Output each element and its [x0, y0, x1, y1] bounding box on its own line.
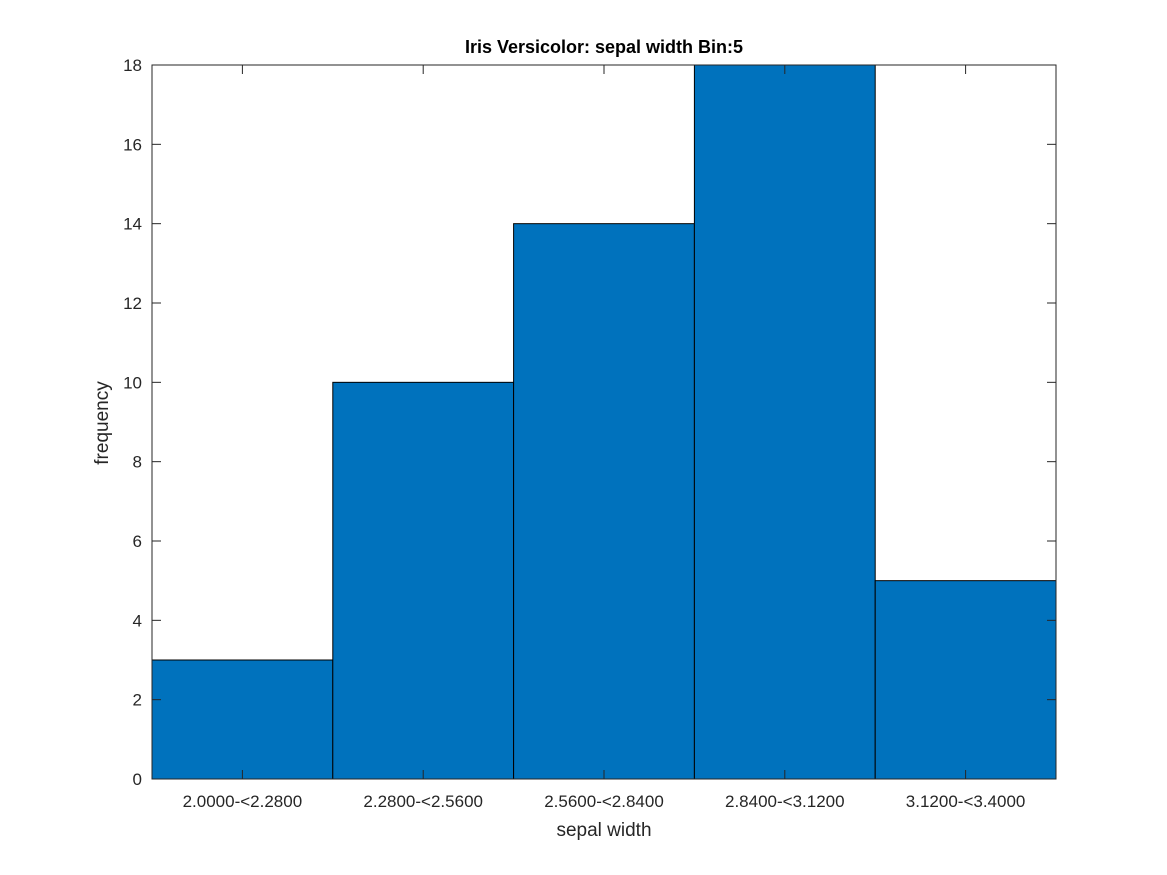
y-axis-label: frequency — [92, 381, 113, 465]
y-tick-label: 0 — [133, 770, 142, 789]
y-tick-label: 2 — [133, 691, 142, 710]
bar-3 — [513, 223, 695, 780]
x-tick-label: 2.0000-<2.2800 — [183, 792, 303, 811]
x-ticks-layer: 2.0000-<2.2800 2.2800-<2.5600 2.5600-<2.84… — [183, 65, 1026, 811]
y-tick-label: 10 — [123, 373, 142, 392]
bar-5 — [874, 580, 1057, 780]
bar-1 — [151, 659, 334, 780]
y-tick-label: 12 — [123, 294, 142, 313]
bars-layer — [151, 64, 1057, 780]
bar-4 — [693, 64, 876, 780]
y-tick-label: 6 — [133, 532, 142, 551]
y-tick-label: 8 — [133, 453, 142, 472]
x-tick-label: 2.5600-<2.8400 — [544, 792, 664, 811]
x-tick-label: 2.2800-<2.5600 — [363, 792, 483, 811]
chart-title: Iris Versicolor: sepal width Bin:5 — [465, 37, 743, 57]
bar-2 — [332, 381, 515, 780]
y-tick-label: 4 — [133, 611, 142, 630]
x-tick-label: 3.1200-<3.4000 — [906, 792, 1026, 811]
y-tick-label: 18 — [123, 56, 142, 75]
y-tick-label: 14 — [123, 215, 142, 234]
x-tick-label: 2.8400-<3.1200 — [725, 792, 845, 811]
y-tick-label: 16 — [123, 135, 142, 154]
y-ticks-layer: 0 2 4 6 8 10 12 14 16 18 — [123, 56, 1056, 789]
x-axis-label: sepal width — [556, 820, 651, 841]
